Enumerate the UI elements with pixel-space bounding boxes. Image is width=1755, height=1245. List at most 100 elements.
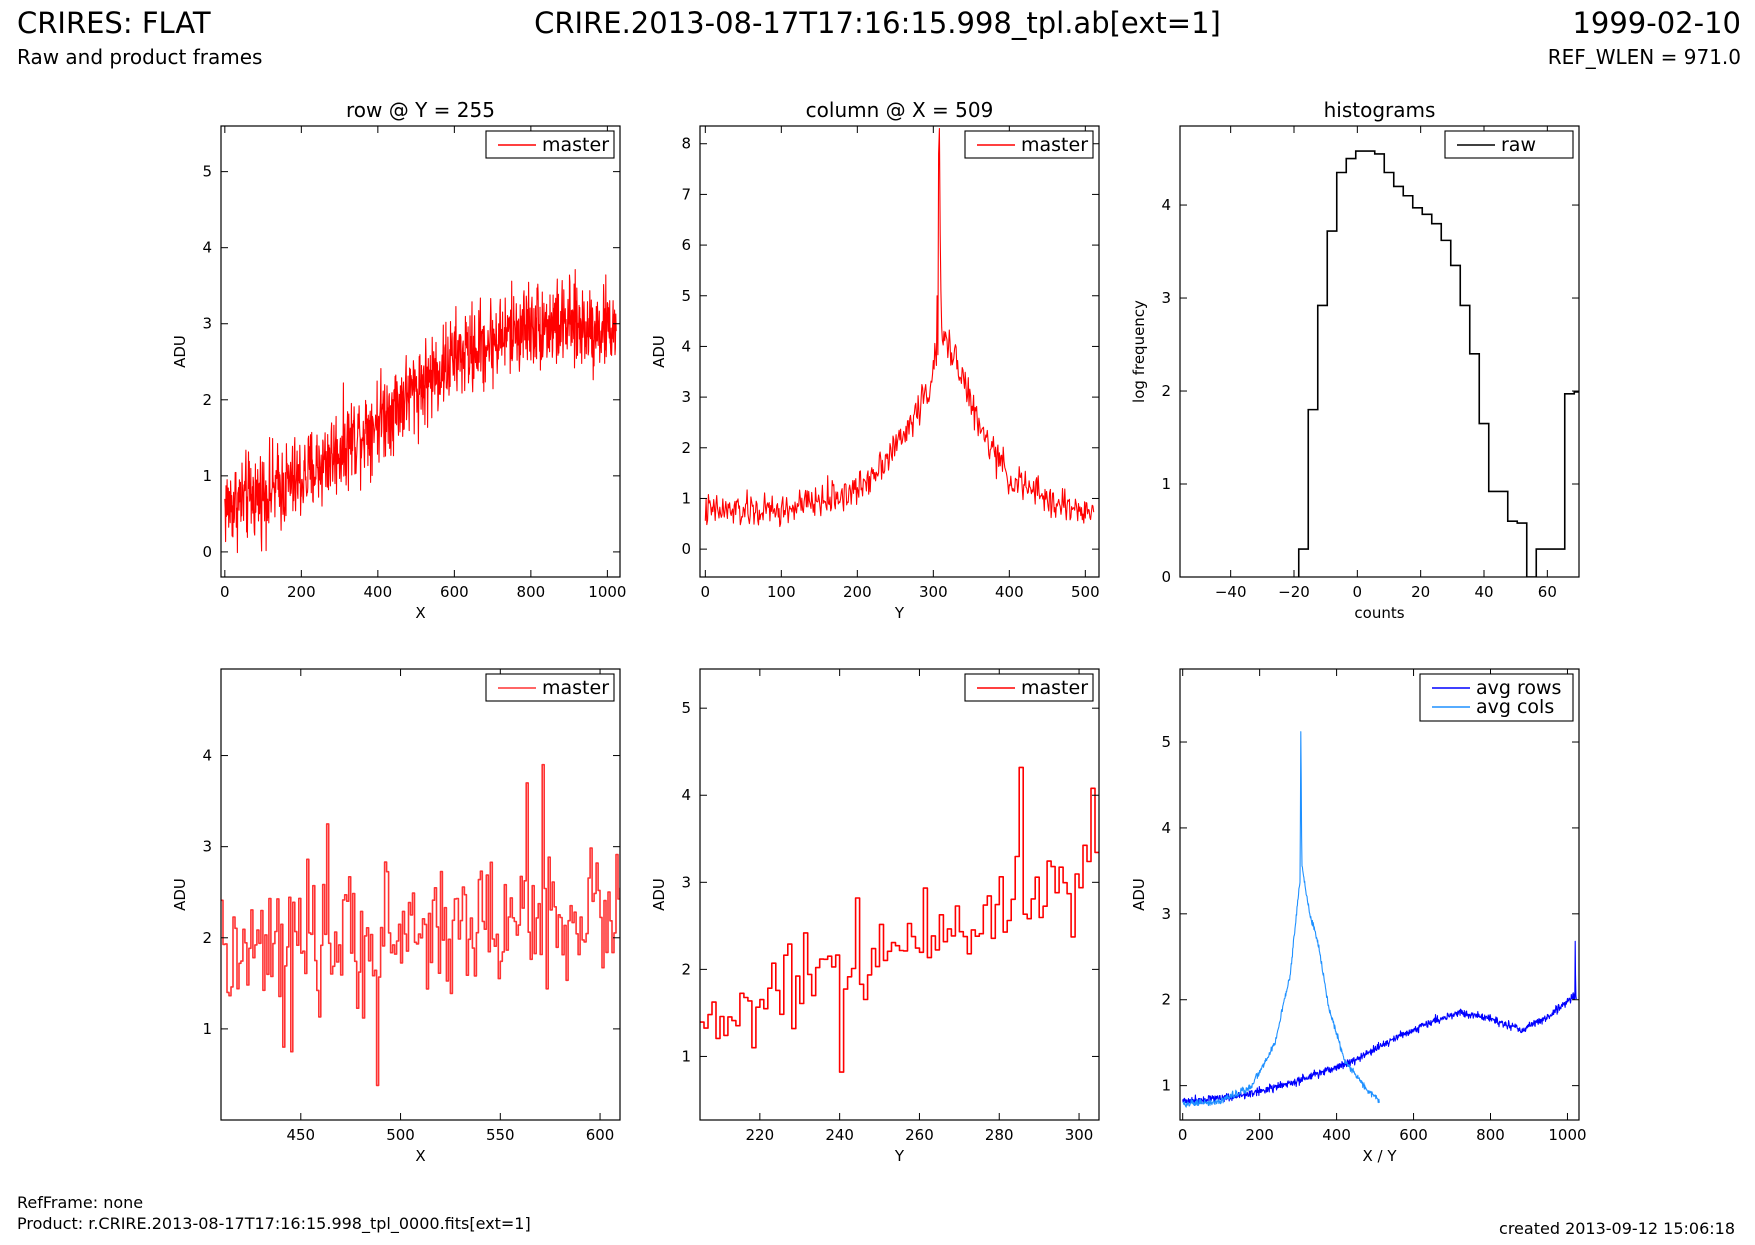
x-axis-label: X xyxy=(415,604,425,622)
y-tick-label: 3 xyxy=(1161,905,1171,923)
y-tick-label: 6 xyxy=(681,236,691,254)
x-tick-label: 260 xyxy=(905,1126,934,1144)
x-tick-label: 450 xyxy=(286,1126,315,1144)
x-tick-label: 0 xyxy=(220,583,230,601)
ref-wlen: REF_WLEN = 971.0 xyxy=(1547,45,1741,69)
x-tick-label: 600 xyxy=(440,583,469,601)
legend-label: raw xyxy=(1501,134,1536,156)
y-tick-label: 4 xyxy=(202,747,212,765)
x-tick-label: 400 xyxy=(995,583,1024,601)
chart-title: column @ X = 509 xyxy=(806,98,994,122)
legend-label: master xyxy=(1021,134,1088,156)
x-tick-label: 0 xyxy=(1353,583,1363,601)
x-tick-label: 240 xyxy=(825,1126,854,1144)
y-tick-label: 1 xyxy=(202,1020,212,1038)
y-tick-label: 1 xyxy=(202,467,212,485)
legend-label: master xyxy=(542,677,609,699)
histogram-steps-raw xyxy=(1297,150,1579,577)
y-tick-label: 2 xyxy=(202,929,212,947)
x-tick-label: −20 xyxy=(1278,583,1310,601)
x-tick-label: 500 xyxy=(1071,583,1100,601)
x-axis-label: X / Y xyxy=(1362,1147,1397,1165)
x-tick-label: 100 xyxy=(767,583,796,601)
legend-box xyxy=(1419,673,1574,722)
y-tick-label: 3 xyxy=(202,838,212,856)
y-axis-label: log frequency xyxy=(1130,300,1148,403)
y-tick-label: 0 xyxy=(202,543,212,561)
y-tick-label: 5 xyxy=(681,287,691,305)
x-tick-label: 20 xyxy=(1411,583,1430,601)
x-tick-label: 60 xyxy=(1538,583,1557,601)
series-line-master xyxy=(221,763,620,1087)
series-line-avg-rows xyxy=(1182,940,1577,1105)
series-line-master xyxy=(700,766,1099,1073)
y-tick-label: 0 xyxy=(1161,568,1171,586)
y-tick-label: 3 xyxy=(681,873,691,891)
y-tick-label: 3 xyxy=(681,388,691,406)
created-timestamp: created 2013-09-12 15:06:18 xyxy=(1499,1219,1735,1238)
y-tick-label: 5 xyxy=(681,699,691,717)
x-axis-label: X xyxy=(415,1147,425,1165)
y-tick-label: 8 xyxy=(681,135,691,153)
x-axis-label: Y xyxy=(894,1147,905,1165)
x-tick-label: 1000 xyxy=(1548,1126,1586,1144)
x-axis-label: Y xyxy=(894,604,905,622)
y-tick-label: 2 xyxy=(681,960,691,978)
chart-title: row @ Y = 255 xyxy=(346,98,495,122)
x-tick-label: 200 xyxy=(843,583,872,601)
y-tick-label: 4 xyxy=(1161,196,1171,214)
y-axis-label: ADU xyxy=(171,878,189,911)
x-tick-label: 800 xyxy=(517,583,546,601)
x-tick-label: 400 xyxy=(364,583,393,601)
x-tick-label: 400 xyxy=(1322,1126,1351,1144)
plot-frame xyxy=(220,668,621,1121)
y-tick-label: 1 xyxy=(1161,475,1171,493)
y-tick-label: 4 xyxy=(681,786,691,804)
chart-histogram: −40 −20 0 20 40 60 0 1 2 3 4 histograms counts log fr… xyxy=(1130,98,1580,622)
y-tick-label: 2 xyxy=(1161,991,1171,1009)
plot-frame xyxy=(699,668,1100,1121)
y-tick-label: 4 xyxy=(681,337,691,355)
x-tick-label: 600 xyxy=(1399,1126,1428,1144)
y-tick-label: 4 xyxy=(202,239,212,257)
series-line-avg-cols xyxy=(1182,731,1380,1108)
x-tick-label: 800 xyxy=(1476,1126,1505,1144)
y-tick-label: 2 xyxy=(1161,382,1171,400)
x-tick-label: 40 xyxy=(1474,583,1493,601)
product-label: Product: r.CRIRE.2013-08-17T17:16:15.998… xyxy=(17,1214,531,1233)
legend-label: avg cols xyxy=(1476,696,1554,718)
plot-frame xyxy=(1179,668,1580,1121)
chart-row-zoom: 450 500 550 600 1 2 3 4 X ADU master xyxy=(171,668,621,1165)
frame-name: CRIRE.2013-08-17T17:16:15.998_tpl.ab[ext… xyxy=(534,6,1221,40)
y-tick-label: 1 xyxy=(681,489,691,507)
y-tick-label: 0 xyxy=(681,540,691,558)
x-tick-label: 550 xyxy=(486,1126,515,1144)
x-tick-label: 1000 xyxy=(588,583,626,601)
y-tick-label: 1 xyxy=(681,1047,691,1065)
y-tick-label: 2 xyxy=(681,439,691,457)
y-tick-label: 2 xyxy=(202,391,212,409)
x-tick-label: 200 xyxy=(1245,1126,1274,1144)
x-tick-label: 280 xyxy=(985,1126,1014,1144)
plot-frame xyxy=(699,125,1100,578)
y-axis-label: ADU xyxy=(650,878,668,911)
chart-col-zoom: 220 240 260 280 300 1 2 3 4 5 Y ADU master xyxy=(650,668,1100,1165)
x-tick-label: 500 xyxy=(386,1126,415,1144)
plot-frame xyxy=(1179,125,1580,578)
report-title: CRIRES: FLAT xyxy=(17,6,211,40)
y-tick-label: 7 xyxy=(681,185,691,203)
y-axis-label: ADU xyxy=(171,335,189,368)
y-axis-label: ADU xyxy=(1130,878,1148,911)
x-tick-label: 0 xyxy=(1178,1126,1188,1144)
x-tick-label: 300 xyxy=(919,583,948,601)
x-tick-label: 300 xyxy=(1065,1126,1094,1144)
y-tick-label: 5 xyxy=(202,163,212,181)
legend-label: master xyxy=(1021,677,1088,699)
y-axis-label: ADU xyxy=(650,335,668,368)
chart-title: histograms xyxy=(1324,98,1436,122)
x-tick-label: 0 xyxy=(701,583,711,601)
x-tick-label: 600 xyxy=(586,1126,615,1144)
x-axis-label: counts xyxy=(1354,604,1404,622)
observation-date: 1999-02-10 xyxy=(1572,6,1741,40)
